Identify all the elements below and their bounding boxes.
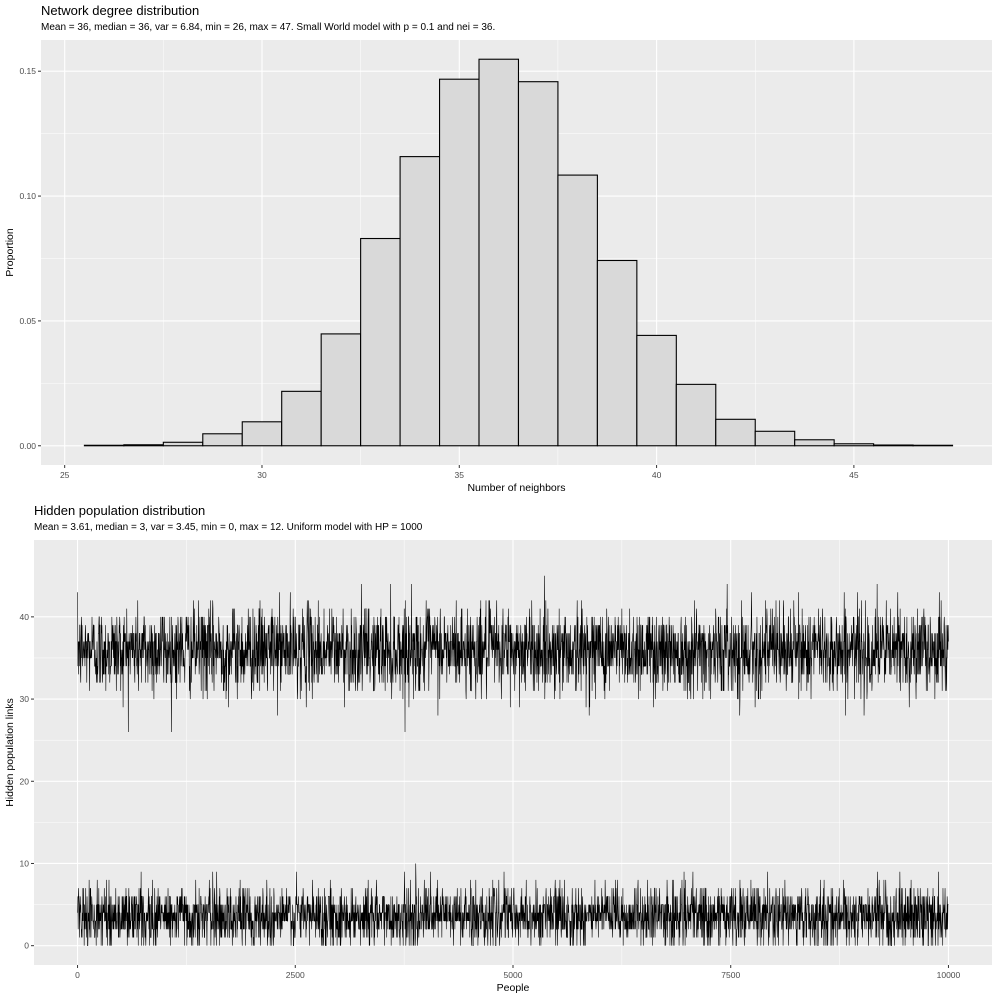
degree-chart-subtitle: Mean = 36, median = 36, var = 6.84, min … [41,22,496,33]
degree-chart-panel: Network degree distribution Mean = 36, m… [4,3,992,494]
x-tick-label: 5000 [504,970,523,980]
x-tick-label: 40 [652,470,662,480]
y-tick-label: 0 [24,941,29,951]
hidden-population-line-chart: 0 2500 5000 7500 10000 0 10 20 30 40 People Hidden … [4,540,992,994]
hidden-population-chart-title: Hidden population distribution [34,503,206,518]
histogram-bar [478,58,520,447]
y-tick-label: 10 [20,858,30,868]
hidden-population-chart-subtitle: Mean = 3.61, median = 3, var = 3.45, min… [34,522,423,533]
histogram-bar [754,430,796,447]
histogram-bar [241,421,283,447]
y-tick-label: 0.15 [19,66,36,76]
histogram-bar [123,444,164,447]
y-tick-label: 20 [20,776,30,786]
histogram-bar [794,439,835,447]
x-tick-label: 2500 [286,970,305,980]
x-axis-label: People [497,982,530,994]
x-axis-label: Number of neighbors [467,482,565,494]
histogram-bar [399,156,441,447]
histogram-bar [320,333,362,447]
hidden-population-chart-panel: Hidden population distribution Mean = 3.… [0,500,1000,1000]
x-tick-label: 10000 [937,970,961,980]
histogram-bar [360,237,401,447]
histogram-bar [557,174,598,447]
histogram-bar [675,383,717,447]
degree-chart-title: Network degree distribution [41,3,200,18]
x-tick-label: 0 [75,970,80,980]
series-line-lower [77,863,949,946]
y-tick-label: 0.10 [19,191,36,201]
histogram-bar [202,433,243,447]
y-tick-label: 40 [20,612,30,622]
histogram-bars [83,58,954,447]
y-tick-label: 0.05 [19,316,36,326]
histogram-bar [281,390,322,447]
series-line-upper [77,575,949,732]
y-tick-label: 30 [20,694,30,704]
histogram-bar [833,443,875,447]
y-tick-label: 0.00 [19,441,36,451]
y-axis-label: Hidden population links [4,698,16,807]
y-axis-label: Proportion [4,228,16,277]
histogram-bar [162,441,204,447]
x-tick-label: 25 [60,470,70,480]
histogram-bar [636,334,677,447]
x-tick-label: 35 [455,470,465,480]
x-tick-label: 30 [257,470,267,480]
x-tick-label: 7500 [721,970,740,980]
x-tick-label: 45 [849,470,859,480]
histogram-bar [439,78,480,447]
histogram-bar [596,259,638,447]
histogram-bar [517,81,559,447]
degree-histogram: 25 30 35 40 45 0.00 0.05 0.10 0.15 Number of neig… [4,40,992,494]
histogram-bar [715,418,756,447]
histogram-bar [873,444,914,447]
